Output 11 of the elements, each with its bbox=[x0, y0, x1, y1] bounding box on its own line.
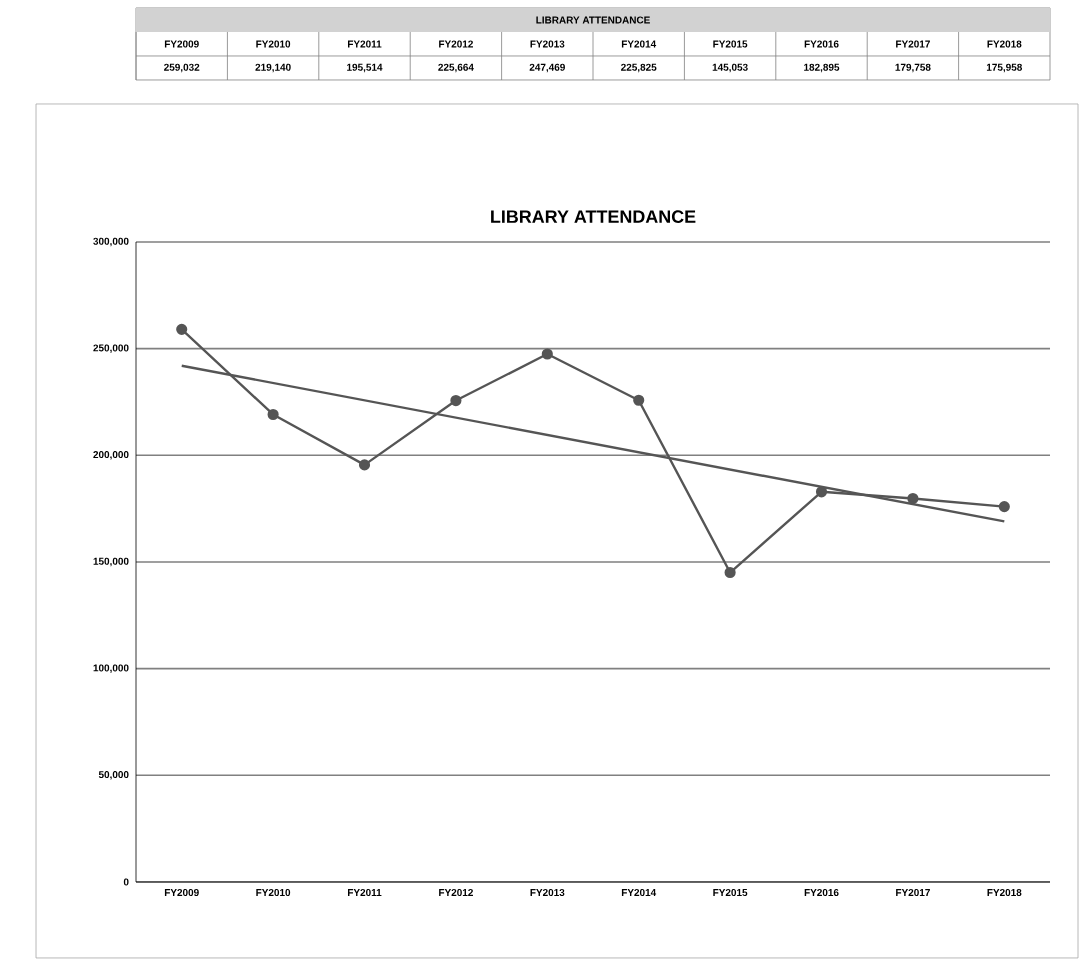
point bbox=[907, 492, 919, 505]
point bbox=[633, 394, 645, 406]
point bbox=[815, 486, 828, 498]
point bbox=[267, 408, 279, 421]
point bbox=[176, 323, 188, 335]
point bbox=[724, 566, 736, 579]
point bbox=[541, 348, 553, 360]
point bbox=[998, 501, 1010, 513]
chart-title: LIBRARY ATTENDANCE bbox=[491, 210, 696, 223]
point bbox=[450, 394, 462, 407]
point bbox=[358, 459, 371, 471]
